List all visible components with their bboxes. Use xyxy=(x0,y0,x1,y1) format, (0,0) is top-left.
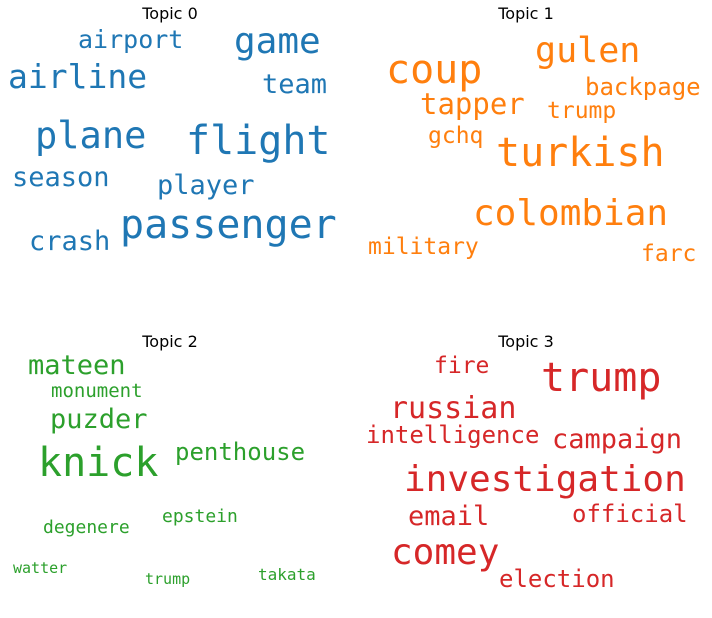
word-comey: comey xyxy=(391,532,500,573)
topic-title: Topic 2 xyxy=(142,332,198,351)
word-gulen: gulen xyxy=(535,31,641,71)
word-game: game xyxy=(234,21,321,62)
word-player: player xyxy=(157,170,255,201)
word-gchq: gchq xyxy=(428,123,484,149)
word-watter: watter xyxy=(13,559,68,577)
word-puzder: puzder xyxy=(50,404,148,435)
word-email: email xyxy=(408,501,490,532)
word-colombian: colombian xyxy=(473,193,669,234)
word-plane: plane xyxy=(35,114,147,157)
topic-panel-1: Topic 1 turkish coup colombian gulen tapper ba… xyxy=(356,0,701,290)
word-backpage: backpage xyxy=(585,73,701,101)
word-airline: airline xyxy=(8,57,148,96)
word-flight: flight xyxy=(186,118,331,164)
word-takata: takata xyxy=(258,565,316,584)
topic-title: Topic 3 xyxy=(498,332,554,351)
word-epstein: epstein xyxy=(162,506,238,527)
word-official: official xyxy=(572,500,688,528)
word-season: season xyxy=(12,162,110,193)
word-crash: crash xyxy=(29,226,111,257)
word-trump: trump xyxy=(547,98,617,124)
word-penthouse: penthouse xyxy=(175,438,306,466)
word-turkish: turkish xyxy=(496,130,665,176)
word-degenere: degenere xyxy=(43,517,130,538)
word-coup: coup xyxy=(386,47,483,93)
word-knick: knick xyxy=(38,440,159,486)
word-trump: trump xyxy=(541,355,662,401)
word-tapper: tapper xyxy=(420,87,525,121)
word-military: military xyxy=(368,234,479,260)
topic-title: Topic 0 xyxy=(142,4,198,23)
word-russian: russian xyxy=(390,391,517,426)
topic-title: Topic 1 xyxy=(498,4,554,23)
word-campaign: campaign xyxy=(552,424,683,455)
word-airport: airport xyxy=(78,25,184,54)
word-fire: fire xyxy=(434,353,490,379)
word-intelligence: intelligence xyxy=(366,421,540,449)
topic-panel-0: Topic 0 flight passenger plane game airline ai… xyxy=(0,0,340,290)
word-election: election xyxy=(499,565,615,593)
topic-panel-3: Topic 3 investigation trump comey russian cam… xyxy=(356,328,696,618)
word-monument: monument xyxy=(51,380,143,402)
word-team: team xyxy=(262,69,328,100)
topic-panel-2: Topic 2 knick mateen puzder penthouse monumen… xyxy=(0,328,340,618)
word-investigation: investigation xyxy=(404,459,686,500)
word-mateen: mateen xyxy=(28,350,126,381)
word-passenger: passenger xyxy=(120,202,337,248)
word-trump: trump xyxy=(145,570,191,588)
word-farc: farc xyxy=(641,241,697,267)
